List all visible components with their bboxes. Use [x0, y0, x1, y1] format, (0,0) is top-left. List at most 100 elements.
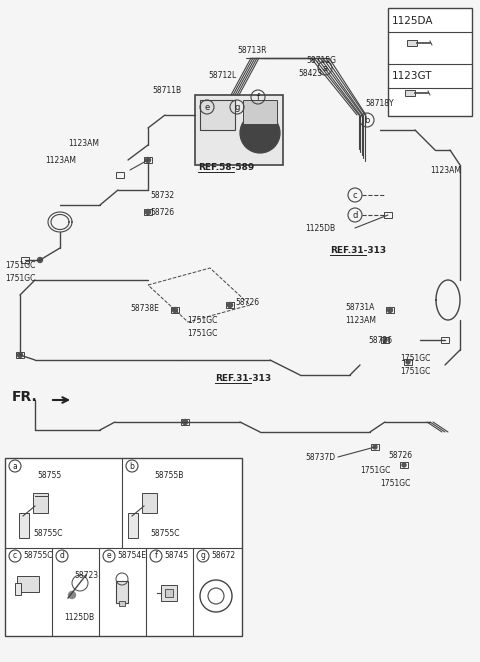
- Bar: [381, 337, 389, 343]
- Circle shape: [240, 113, 280, 153]
- Bar: [441, 337, 449, 343]
- Text: 58755C: 58755C: [23, 551, 52, 561]
- Circle shape: [373, 445, 377, 449]
- Text: 1751GC: 1751GC: [360, 465, 390, 475]
- Bar: [200, 100, 235, 130]
- Circle shape: [402, 463, 406, 467]
- Text: 1751GC: 1751GC: [5, 273, 36, 283]
- Text: b: b: [130, 461, 134, 471]
- Text: 58715G: 58715G: [306, 56, 336, 64]
- Text: 58755: 58755: [37, 471, 61, 481]
- Text: a: a: [323, 64, 327, 73]
- Bar: [405, 90, 415, 96]
- Text: 58738E: 58738E: [130, 303, 159, 312]
- Text: b: b: [364, 115, 370, 124]
- Bar: [400, 462, 408, 468]
- Text: 58711B: 58711B: [152, 85, 181, 95]
- Text: 1751GC: 1751GC: [400, 354, 431, 363]
- Bar: [15, 583, 21, 595]
- Bar: [404, 359, 412, 365]
- Circle shape: [387, 308, 393, 312]
- Text: c: c: [353, 191, 357, 199]
- Bar: [181, 419, 189, 425]
- Circle shape: [69, 592, 75, 598]
- Text: a: a: [12, 461, 17, 471]
- Text: 58737D: 58737D: [305, 453, 335, 461]
- Text: 58732: 58732: [150, 191, 174, 199]
- Bar: [16, 352, 24, 358]
- Bar: [195, 95, 283, 165]
- Text: 1123AM: 1123AM: [68, 138, 99, 148]
- Text: f: f: [256, 93, 260, 101]
- Text: 58754E: 58754E: [117, 551, 146, 561]
- Text: 1125DB: 1125DB: [305, 224, 335, 232]
- Text: 58726: 58726: [388, 451, 412, 459]
- Bar: [116, 172, 124, 178]
- Text: c: c: [13, 551, 17, 561]
- Text: 58755B: 58755B: [154, 471, 183, 481]
- Text: 58726: 58726: [235, 297, 259, 307]
- Text: 1125DA: 1125DA: [392, 16, 433, 26]
- Bar: [5, 458, 242, 636]
- Bar: [119, 601, 125, 606]
- Bar: [226, 302, 234, 308]
- Bar: [21, 257, 29, 263]
- Text: REF.31-313: REF.31-313: [215, 374, 271, 383]
- Text: d: d: [352, 211, 358, 220]
- Text: 1751GC: 1751GC: [187, 316, 217, 324]
- Bar: [388, 8, 472, 116]
- Text: 58755C: 58755C: [150, 528, 180, 538]
- Text: 58755C: 58755C: [33, 528, 62, 538]
- Bar: [384, 212, 392, 218]
- Bar: [161, 585, 177, 601]
- Bar: [165, 589, 173, 597]
- Text: REF.31-313: REF.31-313: [330, 246, 386, 255]
- Bar: [144, 157, 152, 163]
- Text: e: e: [204, 103, 210, 111]
- Text: FR.: FR.: [12, 390, 38, 404]
- Text: 1123AM: 1123AM: [430, 166, 461, 175]
- Text: f: f: [155, 551, 157, 561]
- Bar: [116, 581, 128, 603]
- Text: 58745: 58745: [164, 551, 188, 561]
- Circle shape: [172, 308, 178, 312]
- Circle shape: [228, 303, 232, 308]
- Circle shape: [37, 258, 43, 263]
- Text: 58726: 58726: [150, 207, 174, 216]
- Text: 1125DB: 1125DB: [64, 614, 94, 622]
- Bar: [128, 513, 138, 538]
- Text: 58723: 58723: [74, 571, 98, 581]
- Bar: [371, 444, 379, 450]
- Bar: [17, 576, 39, 592]
- Text: 58731A: 58731A: [345, 303, 374, 312]
- Text: 1123AM: 1123AM: [45, 156, 76, 164]
- Bar: [19, 513, 29, 538]
- Text: 1123GT: 1123GT: [392, 71, 432, 81]
- Circle shape: [145, 158, 151, 162]
- Circle shape: [145, 209, 151, 214]
- Text: 58712L: 58712L: [208, 70, 236, 79]
- Text: REF.58-589: REF.58-589: [198, 163, 254, 172]
- Text: d: d: [60, 551, 64, 561]
- Bar: [407, 40, 417, 46]
- Bar: [243, 100, 277, 124]
- Text: 58423: 58423: [298, 68, 322, 77]
- Circle shape: [406, 360, 410, 364]
- Text: 58726: 58726: [368, 336, 392, 344]
- Bar: [171, 307, 179, 313]
- Text: 1751GC: 1751GC: [380, 479, 410, 487]
- Circle shape: [182, 420, 188, 424]
- Text: g: g: [234, 103, 240, 111]
- Bar: [33, 493, 48, 513]
- Text: 1123AM: 1123AM: [345, 316, 376, 324]
- Text: 1751GC: 1751GC: [5, 261, 36, 269]
- Text: 1751GC: 1751GC: [187, 328, 217, 338]
- Text: e: e: [107, 551, 111, 561]
- Text: 58713R: 58713R: [237, 46, 267, 54]
- Text: 58672: 58672: [211, 551, 235, 561]
- Text: 58718Y: 58718Y: [365, 99, 394, 107]
- Bar: [144, 209, 152, 215]
- Circle shape: [383, 338, 387, 342]
- Bar: [386, 307, 394, 313]
- Circle shape: [17, 352, 23, 357]
